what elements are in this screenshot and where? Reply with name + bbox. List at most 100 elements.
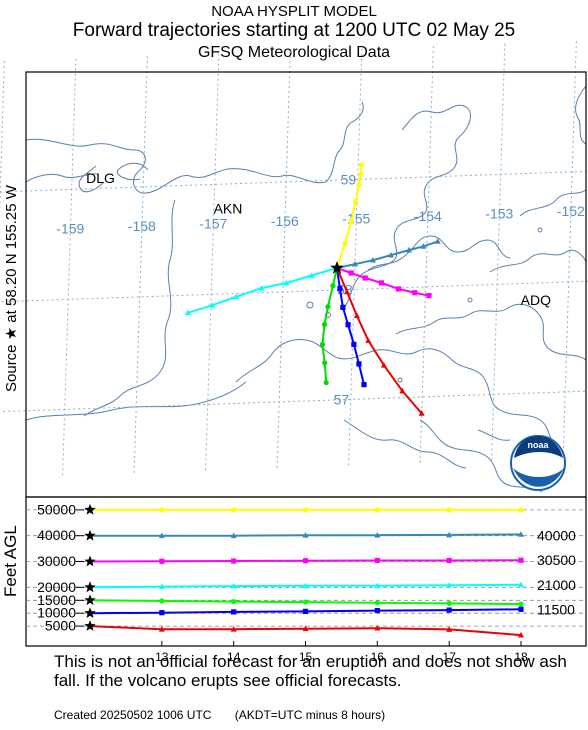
trajectory-point (365, 337, 372, 343)
height-panel: 13 14 15 16 17 18 50000 40000 30000 2000015000100… (25, 496, 587, 664)
height-point (302, 531, 309, 538)
met-data-subtitle: GFSQ Meteorological Data (197, 44, 391, 61)
trajectory-point (322, 360, 328, 366)
height-trajectory (84, 620, 524, 638)
trajectory-point (358, 171, 364, 177)
height-point (302, 625, 309, 632)
map-graticule (0, 39, 588, 476)
y-tick-label-left: 20000 (37, 579, 76, 595)
height-point (230, 532, 237, 539)
meridian-line (62, 57, 77, 476)
y-tick-label-left: 30000 (37, 553, 76, 569)
y-tick-label-right: 40000 (537, 528, 576, 544)
y-tick-label-right: 21000 (537, 577, 576, 593)
trajectory-point (362, 275, 368, 281)
height-point (446, 607, 452, 613)
parallel-line (0, 170, 588, 193)
height-point (159, 558, 165, 564)
height-point (374, 600, 380, 606)
height-point (446, 600, 452, 606)
height-point (446, 557, 452, 564)
y-tick-label-left: 40000 (37, 527, 76, 543)
trajectory-point (258, 285, 265, 291)
trajectory-point (343, 288, 350, 295)
height-source-star (84, 581, 96, 593)
trajectory-point (426, 292, 432, 299)
y-tick-label-right: 30500 (537, 552, 576, 568)
height-frame (25, 496, 587, 647)
height-source-star (84, 529, 96, 541)
y-tick-label-left: 5000 (45, 618, 76, 634)
height-point (374, 557, 380, 564)
height-tick-labels: 13 14 15 16 17 18 50000 40000 30000 2000015000100… (37, 501, 576, 664)
height-trajectory (84, 555, 524, 567)
trajectory-point (348, 218, 354, 224)
height-point (159, 598, 165, 604)
height-point (518, 601, 524, 607)
trajectory-point (340, 304, 346, 310)
longitude-label: -159 (56, 220, 84, 236)
height-point (302, 507, 309, 513)
height-point (230, 625, 237, 632)
height-point (302, 582, 309, 589)
x-tick-label: 13 (155, 650, 169, 664)
height-trajectory (84, 529, 524, 541)
trajectory-point (351, 260, 358, 267)
meridian-line (562, 39, 577, 458)
longitude-label: -156 (271, 213, 299, 229)
trajectory-point (405, 246, 412, 253)
height-point (518, 531, 524, 537)
trajectory-point (412, 290, 418, 296)
height-point (518, 507, 524, 513)
height-point (518, 581, 524, 588)
coastline (25, 85, 587, 493)
height-point (374, 531, 381, 538)
trajectory-point (380, 362, 387, 368)
longitude-label: -158 (128, 218, 156, 234)
y-tick-label-right: 11500 (537, 601, 575, 617)
disclaimer-text: This is not an official forecast for an … (54, 652, 567, 690)
meridian-line (133, 54, 148, 473)
latitude-label: 59 (341, 172, 357, 188)
x-tick-label: 16 (371, 650, 385, 664)
meridian-line (205, 52, 220, 471)
height-point (159, 610, 165, 616)
trajectory-point (342, 240, 348, 247)
source-star-marker (330, 261, 344, 274)
meridian-line (276, 49, 291, 468)
height-point (231, 609, 237, 615)
created-timestamp: Created 20250502 1006 UTC (AKDT=UTC minu… (54, 708, 386, 722)
trajectory-point (233, 293, 240, 300)
trajectory-point (321, 321, 328, 328)
map-trajectory (336, 267, 367, 388)
latitude-label: 57 (334, 392, 350, 408)
trajectory-point (359, 162, 365, 168)
trajectory-point (308, 272, 315, 278)
height-source-star (84, 620, 96, 631)
noaa-logo: noaa (510, 435, 566, 491)
height-point (302, 558, 309, 564)
height-trajectory (84, 581, 524, 593)
map-trajectory (336, 162, 365, 269)
trajectory-point (420, 243, 427, 249)
trajectory-point (387, 251, 394, 258)
height-point (231, 558, 237, 564)
x-tick-label: 17 (443, 650, 457, 664)
trajectory-point (351, 341, 357, 347)
trajectory-point (209, 302, 216, 308)
height-point (302, 608, 309, 614)
x-tick-label: 15 (299, 650, 313, 664)
height-point (446, 582, 453, 588)
place-label-dlg: DLG (86, 170, 115, 186)
height-trajectories (84, 503, 524, 638)
height-point (158, 583, 165, 589)
height-source-star (84, 607, 96, 618)
trajectory-point (356, 182, 362, 188)
trajectory-point (337, 286, 343, 292)
height-point (231, 598, 237, 605)
map-trajectory (336, 267, 425, 416)
height-trajectory (84, 606, 524, 618)
